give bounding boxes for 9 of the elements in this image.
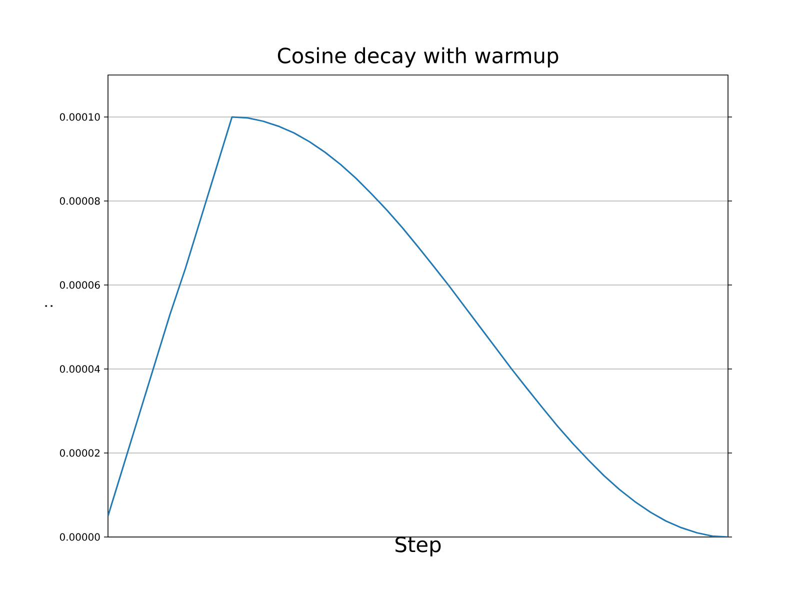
x-axis-title: Step (396, 536, 441, 556)
y-tick-label: 0.00006 (60, 281, 100, 289)
y-tick-label: 0.00002 (60, 449, 100, 457)
y-tick-label: 0.00004 (60, 365, 100, 373)
y-tick-label: 0.00000 (60, 533, 100, 541)
chart-title: Cosine decay with warmup (278, 47, 558, 68)
y-tick-label: 0.00010 (60, 113, 100, 121)
y-axis-title: : (45, 305, 52, 307)
y-tick-label: 0.00008 (60, 197, 100, 205)
